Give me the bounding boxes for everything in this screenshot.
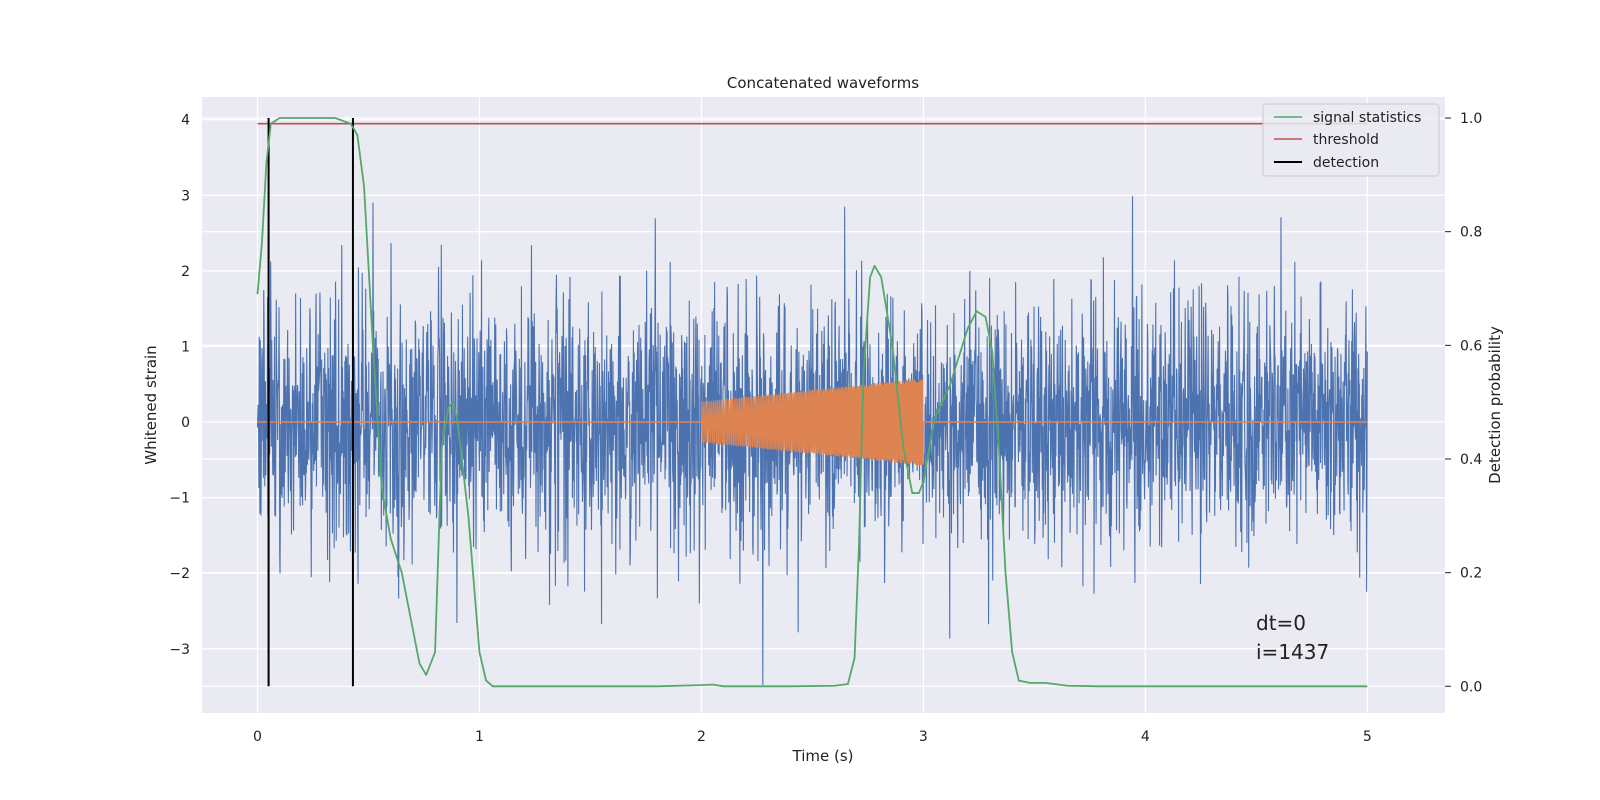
annotation-dt: dt=0 — [1256, 611, 1306, 635]
y-tick-label-6: 3 — [181, 188, 190, 204]
waveform-series-layer — [257, 379, 1368, 466]
chart-title: Concatenated waveforms — [727, 74, 919, 92]
x-tick-label-2: 2 — [697, 729, 706, 745]
x-tick-label-3: 3 — [919, 729, 928, 745]
legend-label-threshold: threshold — [1313, 132, 1379, 148]
legend-label-signal-statistics: signal statistics — [1313, 110, 1421, 126]
y-right-tick-label-3: 0.6 — [1460, 338, 1482, 354]
y-right-tick-label-4: 0.8 — [1460, 225, 1482, 241]
y-tick-label-0: −3 — [169, 642, 190, 658]
detection-overlay-layer — [256, 117, 1368, 688]
y-right-tick-label-1: 0.2 — [1460, 566, 1482, 582]
legend: signal statistics threshold detection — [1262, 103, 1440, 177]
tick-layer: 0 1 2 3 4 5 −3 −2 −1 0 1 2 3 4 0.0 0.2 0.4 0.6 0.8 1.0 — [169, 111, 1482, 745]
x-tick-label-1: 1 — [475, 729, 484, 745]
x-axis-label: Time (s) — [792, 747, 854, 765]
y-right-tick-label-5: 1.0 — [1460, 111, 1482, 127]
x-tick-label-0: 0 — [253, 729, 262, 745]
legend-box — [1262, 103, 1440, 177]
y-tick-label-3: 0 — [181, 415, 190, 431]
x-tick-label-4: 4 — [1141, 729, 1150, 745]
y-right-tick-label-2: 0.4 — [1460, 452, 1482, 468]
y-tick-label-1: −2 — [169, 566, 190, 582]
y-tick-label-2: −1 — [169, 491, 190, 507]
x-tick-label-5: 5 — [1363, 729, 1372, 745]
y-tick-label-7: 4 — [181, 113, 190, 129]
y-tick-label-5: 2 — [181, 264, 190, 280]
y-axis-label-right: Detection probability — [1486, 326, 1504, 484]
signal-statistics-line — [256, 117, 1368, 688]
y-right-tick-label-0: 0.0 — [1460, 679, 1482, 695]
waveform-chirp-line — [700, 379, 924, 466]
annotation-index: i=1437 — [1256, 640, 1329, 664]
legend-label-detection: detection — [1313, 155, 1379, 171]
y-tick-label-4: 1 — [181, 339, 190, 355]
y-axis-label: Whitened strain — [142, 345, 160, 464]
